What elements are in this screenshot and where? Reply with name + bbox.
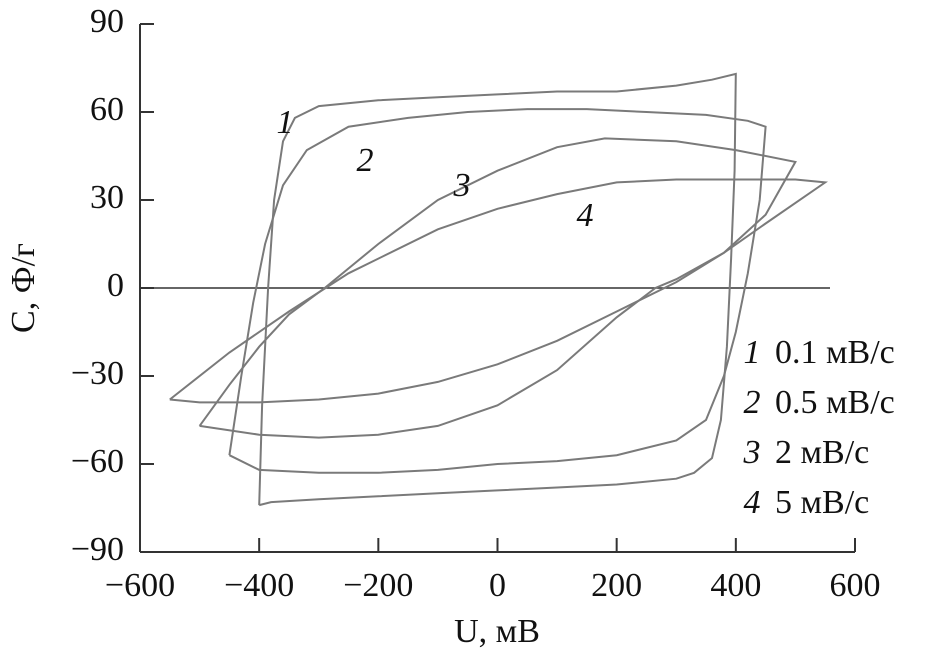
legend-label: 5 мВ/с <box>775 484 869 521</box>
legend-number: 3 <box>743 434 761 471</box>
x-tick-label: 200 <box>591 567 642 604</box>
curve <box>258 72 737 507</box>
curve <box>228 108 767 474</box>
curve-label: 1 <box>277 104 294 141</box>
x-tick-label: 400 <box>710 567 761 604</box>
y-tick-label: −90 <box>71 531 124 568</box>
legend-number: 1 <box>744 334 761 371</box>
x-tick-label: 0 <box>489 567 506 604</box>
y-tick-label: 60 <box>90 91 124 128</box>
curve-label: 2 <box>357 142 374 179</box>
y-tick-label: 90 <box>90 3 124 40</box>
x-tick-label: −200 <box>343 567 413 604</box>
curve-label: 3 <box>453 167 471 204</box>
legend-label: 0.5 мВ/с <box>775 384 895 421</box>
legend-label: 0.1 мВ/с <box>775 334 895 371</box>
y-tick-label: −30 <box>71 355 124 392</box>
legend-label: 2 мВ/с <box>775 434 869 471</box>
x-tick-label: 600 <box>830 567 881 604</box>
legend-number: 4 <box>744 484 761 521</box>
curve <box>169 178 829 404</box>
y-tick-label: 0 <box>107 267 124 304</box>
x-tick-label: −600 <box>105 567 175 604</box>
x-axis-label: U, мВ <box>454 613 540 650</box>
legend-number: 2 <box>744 384 761 421</box>
curve-label: 4 <box>577 197 594 234</box>
y-tick-label: −60 <box>71 443 124 480</box>
y-tick-label: 30 <box>90 179 124 216</box>
y-axis-label: C, Ф/г <box>5 243 42 333</box>
x-tick-label: −400 <box>224 567 294 604</box>
